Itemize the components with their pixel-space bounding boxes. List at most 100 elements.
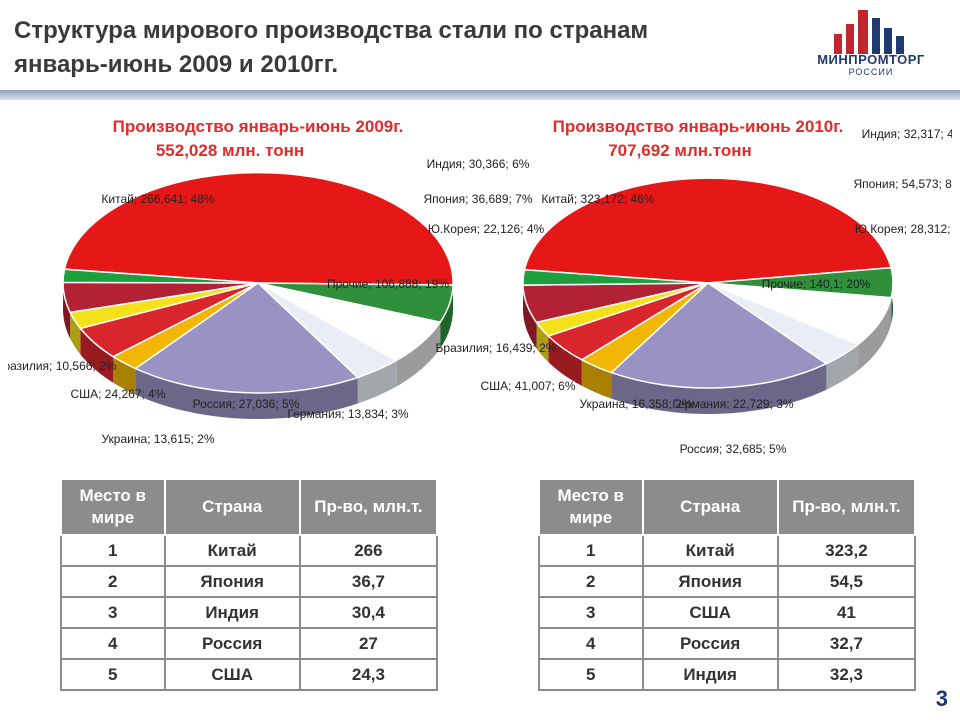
- table-cell-country: Китай: [641, 534, 779, 567]
- table-cell-rank: 1: [538, 534, 644, 567]
- table-row: 3 США 41: [538, 596, 917, 629]
- table-row: 1 Китай 266: [60, 534, 439, 567]
- table-cell-rank: 2: [60, 565, 166, 598]
- pie-label-Япония: Япония; 54,573; 8%: [853, 177, 952, 191]
- charts-panel: Китай; 266,641; 48% Индия; 30,366; 6% Япон…: [8, 108, 952, 468]
- table-cell-country: Китай: [163, 534, 301, 567]
- table-cell-production: 36,7: [298, 565, 439, 598]
- pie-slice-side: [523, 285, 537, 349]
- pie-slice-side: [826, 344, 859, 390]
- pie-label-Бразилия: Бразилия; 10,566; 2%: [8, 359, 117, 373]
- pie-label-Прочие: Прочие; 106,888; 19%: [327, 277, 449, 291]
- table-cell-country: США: [163, 658, 301, 691]
- table-row: 2 Япония 54,5: [538, 565, 917, 598]
- pie-label-Китай: Китай; 266,641; 48%: [101, 192, 214, 206]
- slide-title: Структура мирового производства стали по…: [14, 14, 774, 82]
- pie-chart-2009: Китай; 266,641; 48% Индия; 30,366; 6% Япон…: [8, 117, 545, 446]
- pie-slice-Бразилия: [522, 269, 709, 286]
- table-cell-rank: 2: [538, 565, 644, 598]
- pie-slice-side: [548, 336, 582, 386]
- table-cell-rank: 1: [60, 534, 166, 567]
- table-cell-production: 32,7: [776, 627, 917, 660]
- pie-label-Украина: Украина; 16,358; 2%: [579, 397, 692, 411]
- table-cell-rank: 5: [538, 658, 644, 691]
- pie-slice-Прочие: [609, 282, 828, 389]
- pie-label-Индия: Индия; 30,366; 6%: [427, 157, 530, 171]
- pie-label-Ю.Корея: Ю.Корея; 22,126; 4%: [428, 222, 545, 236]
- pie-slice-side: [70, 312, 81, 355]
- logo-text: МИНПРОМТОРГ: [817, 52, 925, 67]
- page-number: 3: [935, 686, 948, 711]
- pie-subtitle-2009: 552,028 млн. тонн: [156, 141, 304, 160]
- slide-header: Структура мирового производства стали по…: [0, 0, 960, 90]
- pie-title-2009: Производство январь-июнь 2009г.: [113, 117, 404, 136]
- table-header-production: Пр-во, млн.т.: [776, 478, 917, 536]
- pie-chart-2010: Китай; 323,172; 46% Индия; 32,317; 4% Япон…: [436, 117, 952, 456]
- table-cell-production: 24,3: [298, 658, 439, 691]
- logo-subtext: РОССИИ: [848, 67, 894, 77]
- table-header-country: Страна: [163, 478, 301, 536]
- pie-slice-Китай: [63, 171, 454, 286]
- table-cell-production: 323,2: [776, 534, 917, 567]
- table-row: 3 Индия 30,4: [60, 596, 439, 629]
- table-row: 5 США 24,3: [60, 658, 439, 691]
- pie-slice-side: [536, 322, 549, 362]
- table-row: 1 Китай 323,2: [538, 534, 917, 567]
- pie-label-Украина: Украина; 13,615; 2%: [101, 432, 214, 446]
- table-row: 5 Индия 32,3: [538, 658, 917, 691]
- slide-title-line1: Структура мирового производства стали по…: [14, 17, 649, 44]
- pie-label-Япония: Япония; 36,689; 7%: [423, 192, 532, 206]
- pie-label-Россия: Россия; 32,685; 5%: [680, 442, 787, 456]
- table-cell-country: Япония: [641, 565, 779, 598]
- table-cell-production: 27: [298, 627, 439, 660]
- table-cell-country: Япония: [163, 565, 301, 598]
- table-row: 4 Россия 32,7: [538, 627, 917, 660]
- table-cell-production: 32,3: [776, 658, 917, 691]
- table-cell-rank: 5: [60, 658, 166, 691]
- pie-slice-side: [135, 368, 358, 419]
- table-cell-rank: 4: [60, 627, 166, 660]
- table-cell-production: 266: [298, 534, 439, 567]
- pie-slice-side: [396, 322, 441, 387]
- table-cell-production: 54,5: [776, 565, 917, 598]
- table-cell-production: 30,4: [298, 596, 439, 629]
- table-cell-country: США: [641, 596, 779, 629]
- pie-subtitle-2010: 707,692 млн.тонн: [608, 141, 752, 160]
- table-cell-rank: 4: [538, 627, 644, 660]
- header-band: [0, 90, 960, 100]
- table-row: 4 Россия 27: [60, 627, 439, 660]
- pie-slice-side: [581, 359, 612, 399]
- pie-slice-side: [858, 297, 892, 371]
- pie-label-США: США; 41,007; 6%: [480, 379, 575, 393]
- pie-label-Ю.Корея: Ю.Корея; 28,312; 4%: [855, 222, 952, 236]
- table-cell-production: 41: [776, 596, 917, 629]
- pie-label-Германия: Германия; 13,834; 3%: [287, 407, 409, 421]
- table-header-country: Страна: [641, 478, 779, 536]
- table-cell-rank: 3: [538, 596, 644, 629]
- pie-label-Бразилия: Бразилия; 16,439; 2%: [436, 341, 557, 355]
- pie-slice-Прочие: [133, 282, 360, 394]
- table-cell-country: Индия: [641, 658, 779, 691]
- pie-slice-Бразилия: [62, 268, 259, 284]
- pie-label-Индия: Индия; 32,317; 4%: [862, 127, 952, 141]
- pie-slice-side: [611, 363, 827, 414]
- pie-slice-side: [80, 328, 114, 383]
- pie-label-Россия: Россия; 27,036; 5%: [193, 397, 300, 411]
- pie-label-Германия: Германия; 22,729; 3%: [672, 397, 794, 411]
- ranking-table-2009: Место в мире Страна Пр-во, млн.т. 1 Китай…: [60, 478, 439, 691]
- pie-title-2010: Производство январь-июнь 2010г.: [553, 117, 844, 136]
- pie-slice-Китай: [523, 177, 892, 284]
- pie-slice-side: [357, 360, 397, 404]
- pie-label-Китай: Китай; 323,172; 46%: [541, 192, 654, 206]
- table-header-rank: Место в мире: [60, 478, 166, 536]
- minpromtorg-logo-icon: [834, 10, 904, 54]
- slide-title-line2: январь-июнь 2009 и 2010гг.: [14, 51, 338, 78]
- pie-slice-side: [63, 282, 71, 339]
- table-header-rank: Место в мире: [538, 478, 644, 536]
- table-header-production: Пр-во, млн.т.: [298, 478, 439, 536]
- table-row: 2 Япония 36,7: [60, 565, 439, 598]
- table-cell-rank: 3: [60, 596, 166, 629]
- pie-label-США: США; 24,267; 4%: [70, 387, 165, 401]
- table-cell-country: Индия: [163, 596, 301, 629]
- ranking-table-2010: Место в мире Страна Пр-во, млн.т. 1 Китай…: [538, 478, 917, 691]
